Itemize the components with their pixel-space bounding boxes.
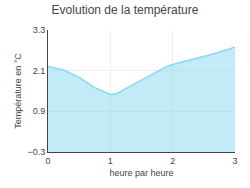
svg-text:Température en °C: Température en °C: [13, 53, 23, 129]
svg-text:1: 1: [108, 156, 113, 166]
svg-text:−0.3: −0.3: [27, 147, 45, 157]
svg-text:2.1: 2.1: [33, 66, 46, 76]
svg-text:0: 0: [45, 156, 50, 166]
svg-text:2: 2: [170, 156, 175, 166]
svg-text:Evolution de la température: Evolution de la température: [52, 3, 199, 17]
svg-text:0.9: 0.9: [33, 106, 46, 116]
svg-text:heure par heure: heure par heure: [109, 168, 173, 178]
svg-text:3: 3: [232, 156, 237, 166]
svg-text:3.3: 3.3: [33, 25, 46, 35]
